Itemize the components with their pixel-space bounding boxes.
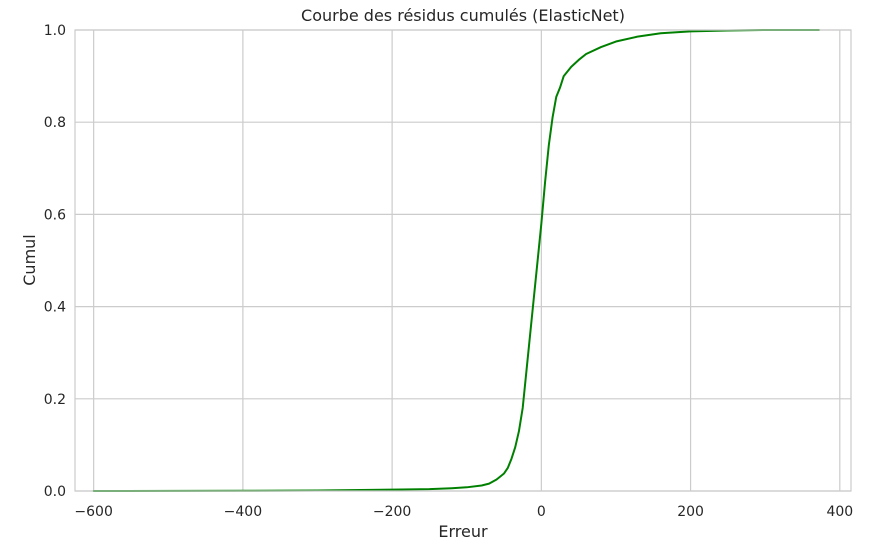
spine-layer bbox=[74, 29, 852, 492]
y-tick-label-4: 0.8 bbox=[44, 115, 66, 131]
x-tick-label-3: 0 bbox=[537, 504, 546, 520]
cumulative-residual-line-0 bbox=[92, 29, 820, 492]
x-tick-label-0: −600 bbox=[74, 504, 112, 520]
y-tick-label-2: 0.4 bbox=[44, 300, 66, 316]
y-tick-label-5: 1.0 bbox=[44, 23, 66, 39]
tick-label-layer: −600 −400 −200 0 200 400 0.0 0.2 0.4 0.6 0.8 1.0 bbox=[44, 23, 853, 520]
y-axis-label: Cumul bbox=[20, 234, 39, 285]
line-layer bbox=[92, 29, 820, 492]
y-tick-label-1: 0.2 bbox=[44, 392, 66, 408]
plot-frame bbox=[74, 29, 852, 492]
x-axis-label: Erreur bbox=[438, 522, 488, 541]
x-tick-label-2: −200 bbox=[373, 504, 411, 520]
y-tick-label-0: 0.0 bbox=[44, 484, 66, 500]
chart-title: Courbe des résidus cumulés (ElasticNet) bbox=[301, 6, 625, 25]
grid-layer bbox=[75, 29, 851, 492]
y-tick-label-3: 0.6 bbox=[44, 207, 66, 223]
x-tick-label-5: 400 bbox=[826, 504, 853, 520]
x-tick-label-1: −400 bbox=[224, 504, 262, 520]
x-tick-label-4: 200 bbox=[677, 504, 704, 520]
